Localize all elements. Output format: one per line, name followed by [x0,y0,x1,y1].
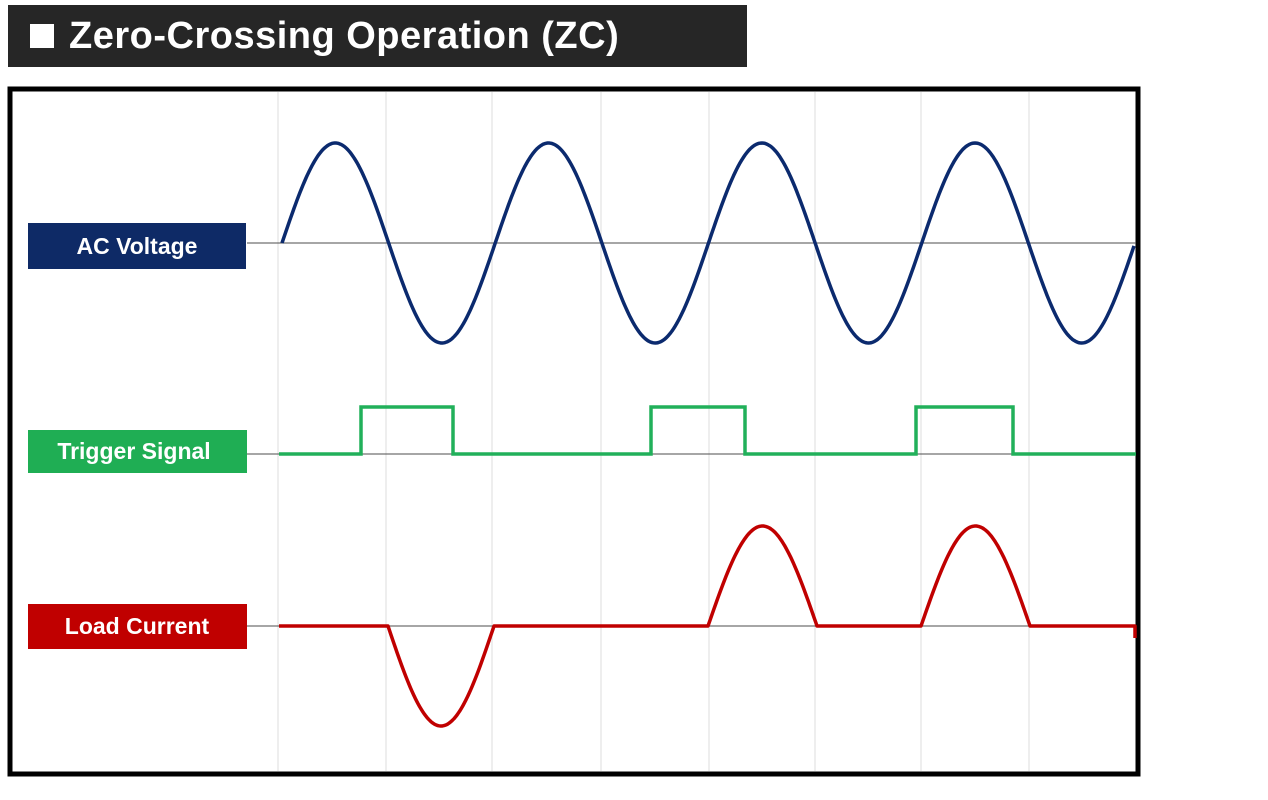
diagram-title: Zero-Crossing Operation (ZC) [69,14,620,57]
load-current-label-box [28,604,247,649]
label-trigger-signal: Trigger Signal [28,430,247,473]
trigger-signal-label: Trigger Signal [57,438,210,464]
trigger-signal-waveform [279,405,1136,456]
square-bullet-icon [30,24,54,48]
label-ac-voltage: AC Voltage [28,223,246,269]
ac-voltage-label: AC Voltage [77,233,198,259]
ac-voltage-waveform [280,141,1136,345]
load-current-label: Load Current [65,613,210,639]
ac-voltage-label-box [28,223,246,269]
trigger-label-box [28,430,247,473]
label-load-current: Load Current [28,604,247,649]
title-bar: Zero-Crossing Operation (ZC) [8,5,747,67]
vertical-gridlines [277,92,1030,771]
diagram-frame [7,86,1141,777]
load-current-waveform [279,524,1137,728]
